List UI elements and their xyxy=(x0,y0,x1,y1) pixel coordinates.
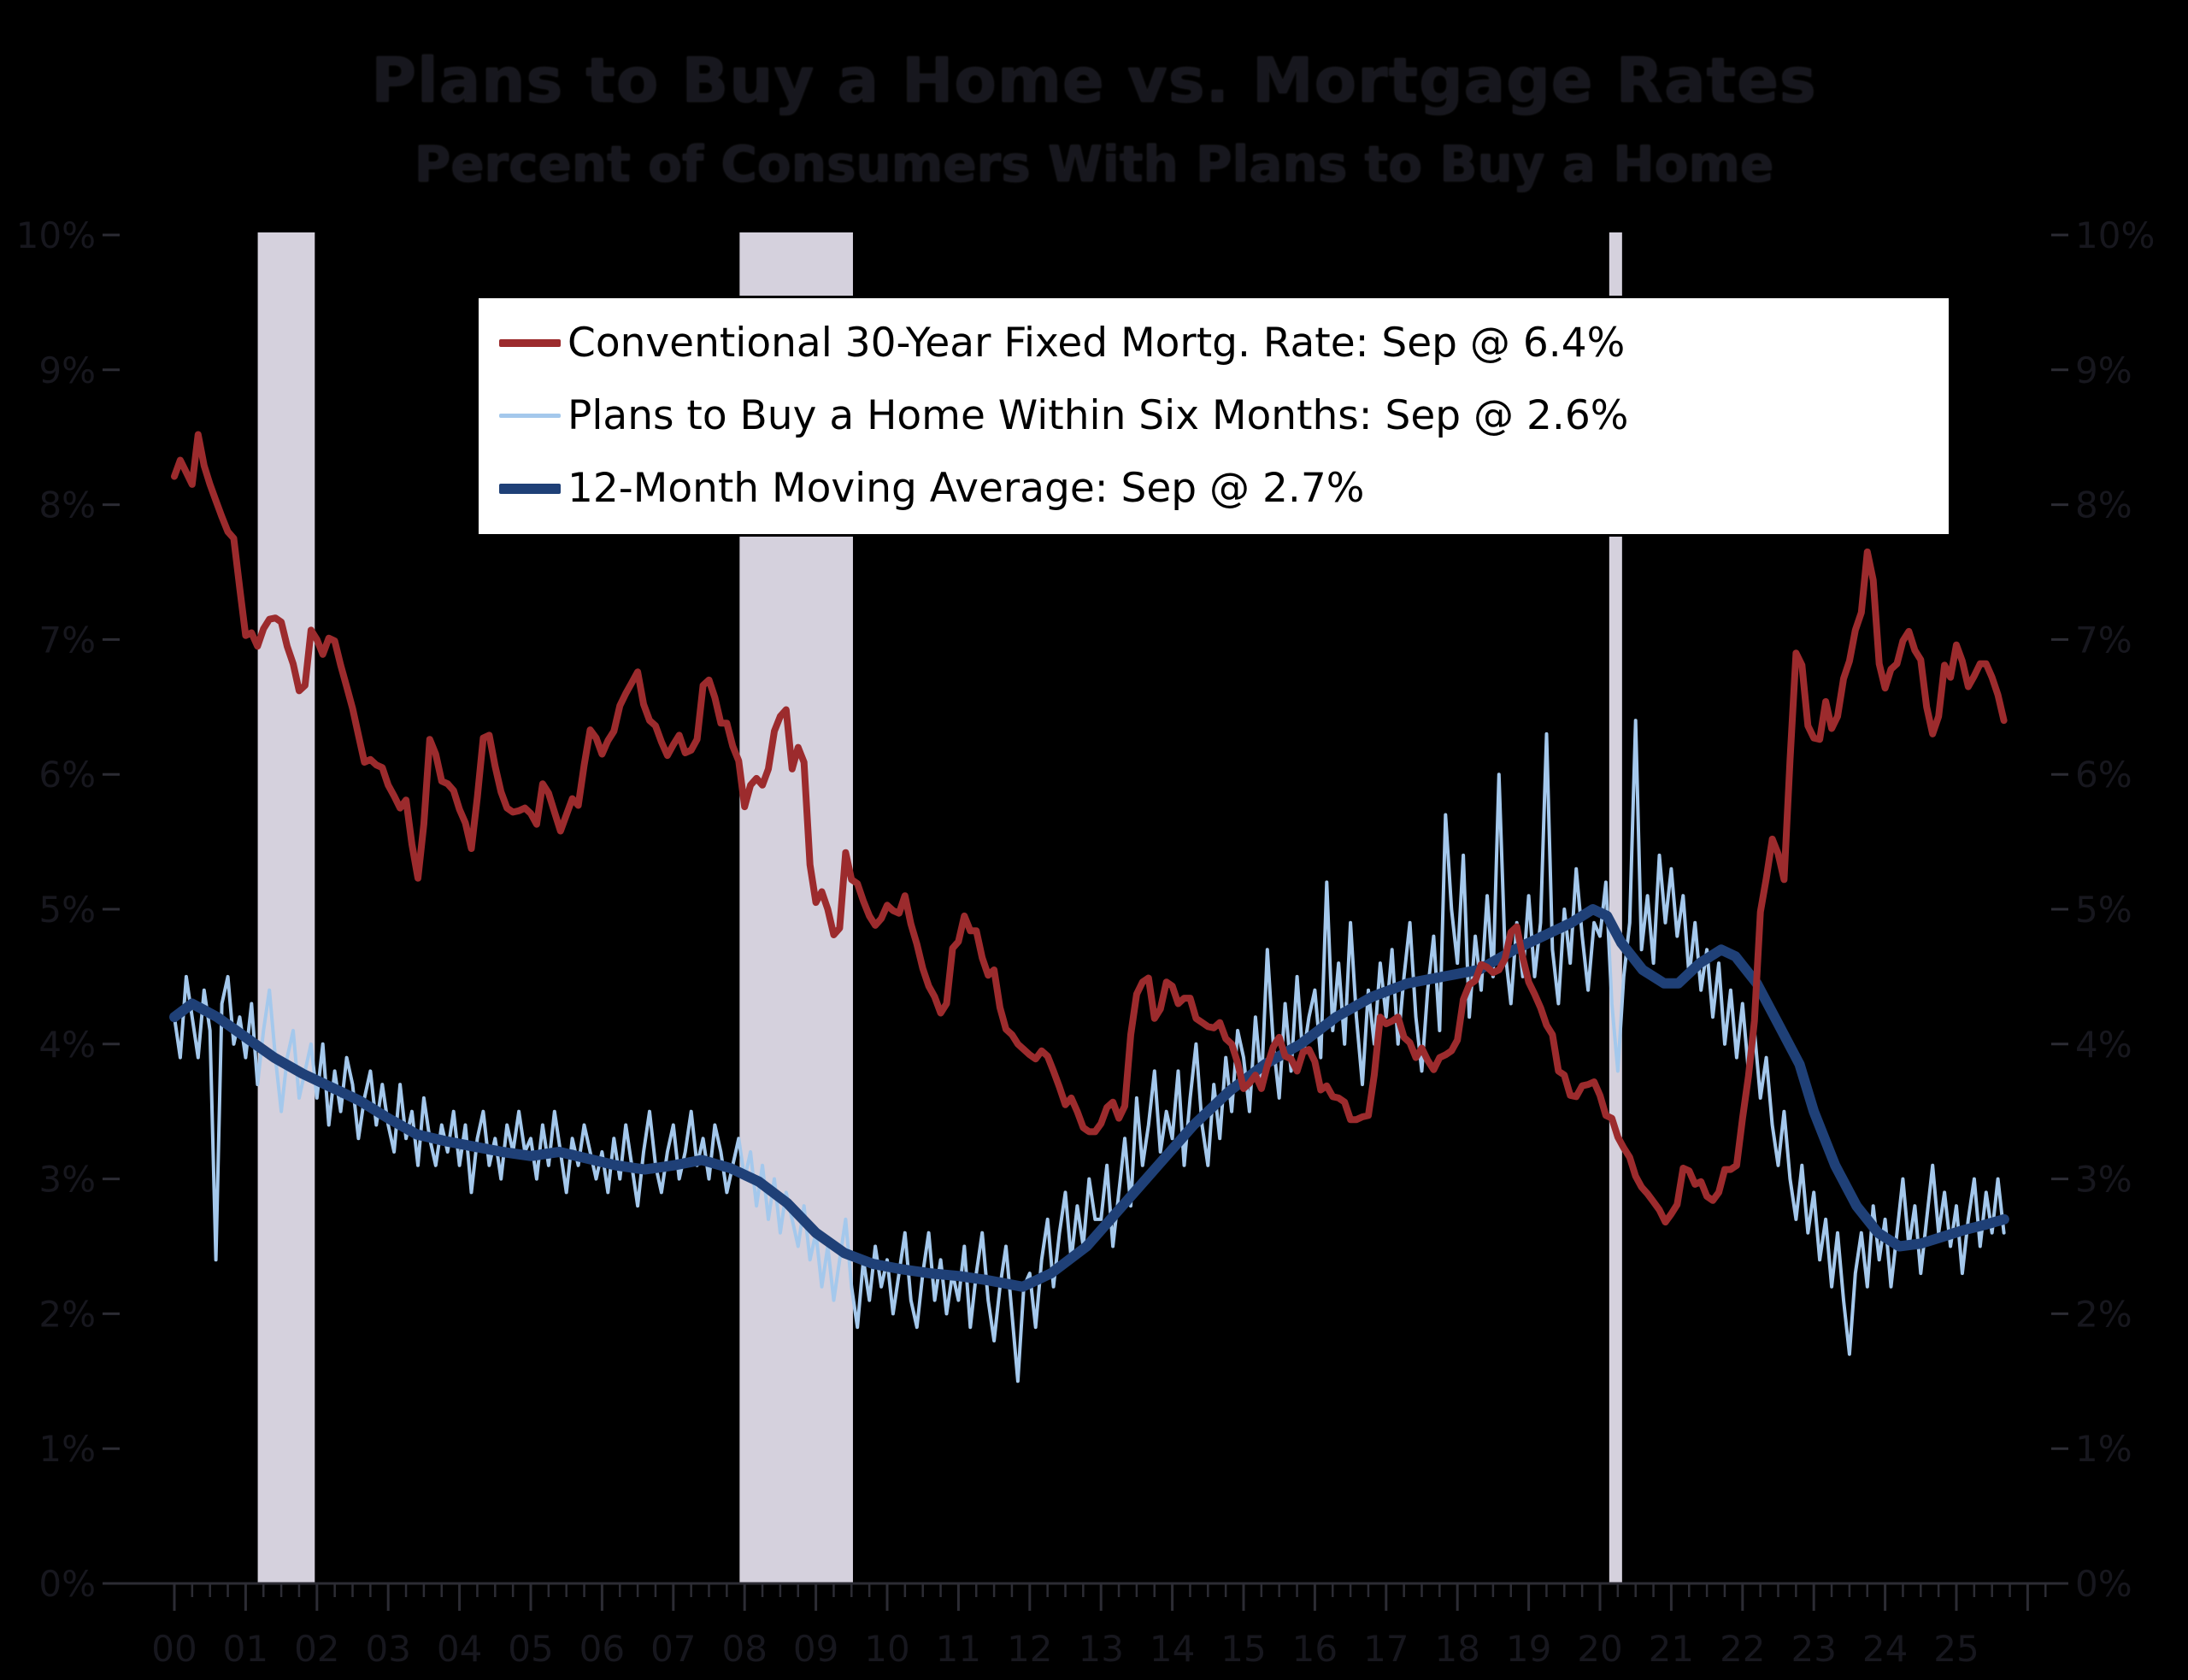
series-plans-to-buy xyxy=(173,719,2006,1383)
series-12-month-moving-average xyxy=(169,904,2009,1292)
legend-label-moving-average: 12-Month Moving Average: Sep @ 2.7% xyxy=(568,465,1365,513)
y-axis-label-right: 7% xyxy=(2075,619,2132,661)
y-axis-label-right: 2% xyxy=(2075,1293,2132,1335)
y-axis-label-right: 9% xyxy=(2075,350,2132,391)
x-axis-labels: 00 01 02 03 04 05 06 07 08 09 10 11 12 13 14 15 16 17 18 19… xyxy=(151,1628,1979,1670)
x-axis-label: 08 xyxy=(721,1628,767,1670)
x-axis-label: 11 xyxy=(936,1628,981,1670)
y-axis-label-right: 0% xyxy=(2075,1563,2132,1605)
y-axis-label-right: 6% xyxy=(2075,754,2132,796)
legend-item-moving-average: 12-Month Moving Average: Sep @ 2.7% xyxy=(499,467,1949,511)
x-axis-label: 23 xyxy=(1791,1628,1836,1670)
y-axis-label-left: 4% xyxy=(38,1024,96,1066)
y-axis-label-left: 10% xyxy=(16,214,96,256)
y-axis-label-left: 9% xyxy=(38,350,96,391)
x-axis-label: 09 xyxy=(793,1628,838,1670)
x-axis-label: 10 xyxy=(864,1628,909,1670)
legend-item-plans-to-buy: Plans to Buy a Home Within Six Months: S… xyxy=(499,394,1949,438)
x-axis-label: 22 xyxy=(1720,1628,1765,1670)
y-axis-label-right: 4% xyxy=(2075,1024,2132,1066)
recession-band xyxy=(1609,232,1622,1583)
y-axis-label-left: 6% xyxy=(38,754,96,796)
y-axis-label-right: 8% xyxy=(2075,485,2132,526)
x-axis-label: 20 xyxy=(1577,1628,1622,1670)
x-axis-label: 18 xyxy=(1434,1628,1479,1670)
x-axis-label: 17 xyxy=(1363,1628,1409,1670)
legend-swatch-mortgage-rate xyxy=(499,339,561,348)
legend-label-plans-to-buy: Plans to Buy a Home Within Six Months: S… xyxy=(568,392,1629,440)
x-axis-label: 05 xyxy=(508,1628,553,1670)
axes xyxy=(103,233,2068,1611)
x-axis-label: 04 xyxy=(437,1628,482,1670)
moving-average-line xyxy=(169,904,2009,1292)
series-mortgage-rate xyxy=(171,431,2008,1226)
y-axis-label-left: 0% xyxy=(38,1563,96,1605)
y-axis-label-right: 5% xyxy=(2075,889,2132,931)
y-axis-label-left: 1% xyxy=(38,1428,96,1470)
x-axis-label: 15 xyxy=(1220,1628,1266,1670)
x-axis-label: 16 xyxy=(1292,1628,1338,1670)
mortgage-rate-line xyxy=(171,431,2008,1226)
y-axis-labels-left: 10% 9% 8% 7% 6% 5% 4% 3% 2% 1% 0% xyxy=(16,214,96,1605)
x-axis-label: 06 xyxy=(579,1628,625,1670)
y-axis-label-right: 10% xyxy=(2075,214,2155,256)
x-axis-label: 19 xyxy=(1506,1628,1551,1670)
x-axis-label: 13 xyxy=(1078,1628,1123,1670)
legend-label-mortgage-rate: Conventional 30-Year Fixed Mortg. Rate: … xyxy=(568,319,1626,367)
y-axis-labels-right: 10% 9% 8% 7% 6% 5% 4% 3% 2% 1% 0% xyxy=(2075,214,2155,1605)
y-axis-label-left: 8% xyxy=(38,485,96,526)
y-axis-label-left: 2% xyxy=(38,1293,96,1335)
x-axis-label: 21 xyxy=(1649,1628,1694,1670)
y-axis-label-right: 3% xyxy=(2075,1159,2132,1201)
legend-swatch-moving-average xyxy=(499,484,561,495)
chart-title: Plans to Buy a Home vs. Mortgage Rates xyxy=(371,44,1817,116)
chart-subtitle: Percent of Consumers With Plans to Buy a… xyxy=(414,135,1774,193)
x-axis-label: 14 xyxy=(1150,1628,1195,1670)
y-axis-label-left: 3% xyxy=(38,1159,96,1201)
x-axis-label: 03 xyxy=(365,1628,410,1670)
legend: Conventional 30-Year Fixed Mortg. Rate: … xyxy=(476,296,1951,537)
y-axis-label-right: 1% xyxy=(2075,1428,2132,1470)
x-axis-label: 02 xyxy=(294,1628,339,1670)
x-axis-label: 07 xyxy=(650,1628,696,1670)
x-axis-label: 24 xyxy=(1862,1628,1908,1670)
x-axis-label: 01 xyxy=(223,1628,268,1670)
y-axis-label-left: 5% xyxy=(38,889,96,931)
legend-swatch-plans-to-buy xyxy=(499,414,561,419)
x-axis-label: 00 xyxy=(151,1628,197,1670)
x-axis-label: 12 xyxy=(1007,1628,1052,1670)
legend-item-mortgage-rate: Conventional 30-Year Fixed Mortg. Rate: … xyxy=(499,321,1949,366)
recession-band xyxy=(257,232,315,1583)
plans-to-buy-line xyxy=(173,719,2006,1383)
x-axis-label: 25 xyxy=(1933,1628,1979,1670)
y-axis-label-left: 7% xyxy=(38,619,96,661)
